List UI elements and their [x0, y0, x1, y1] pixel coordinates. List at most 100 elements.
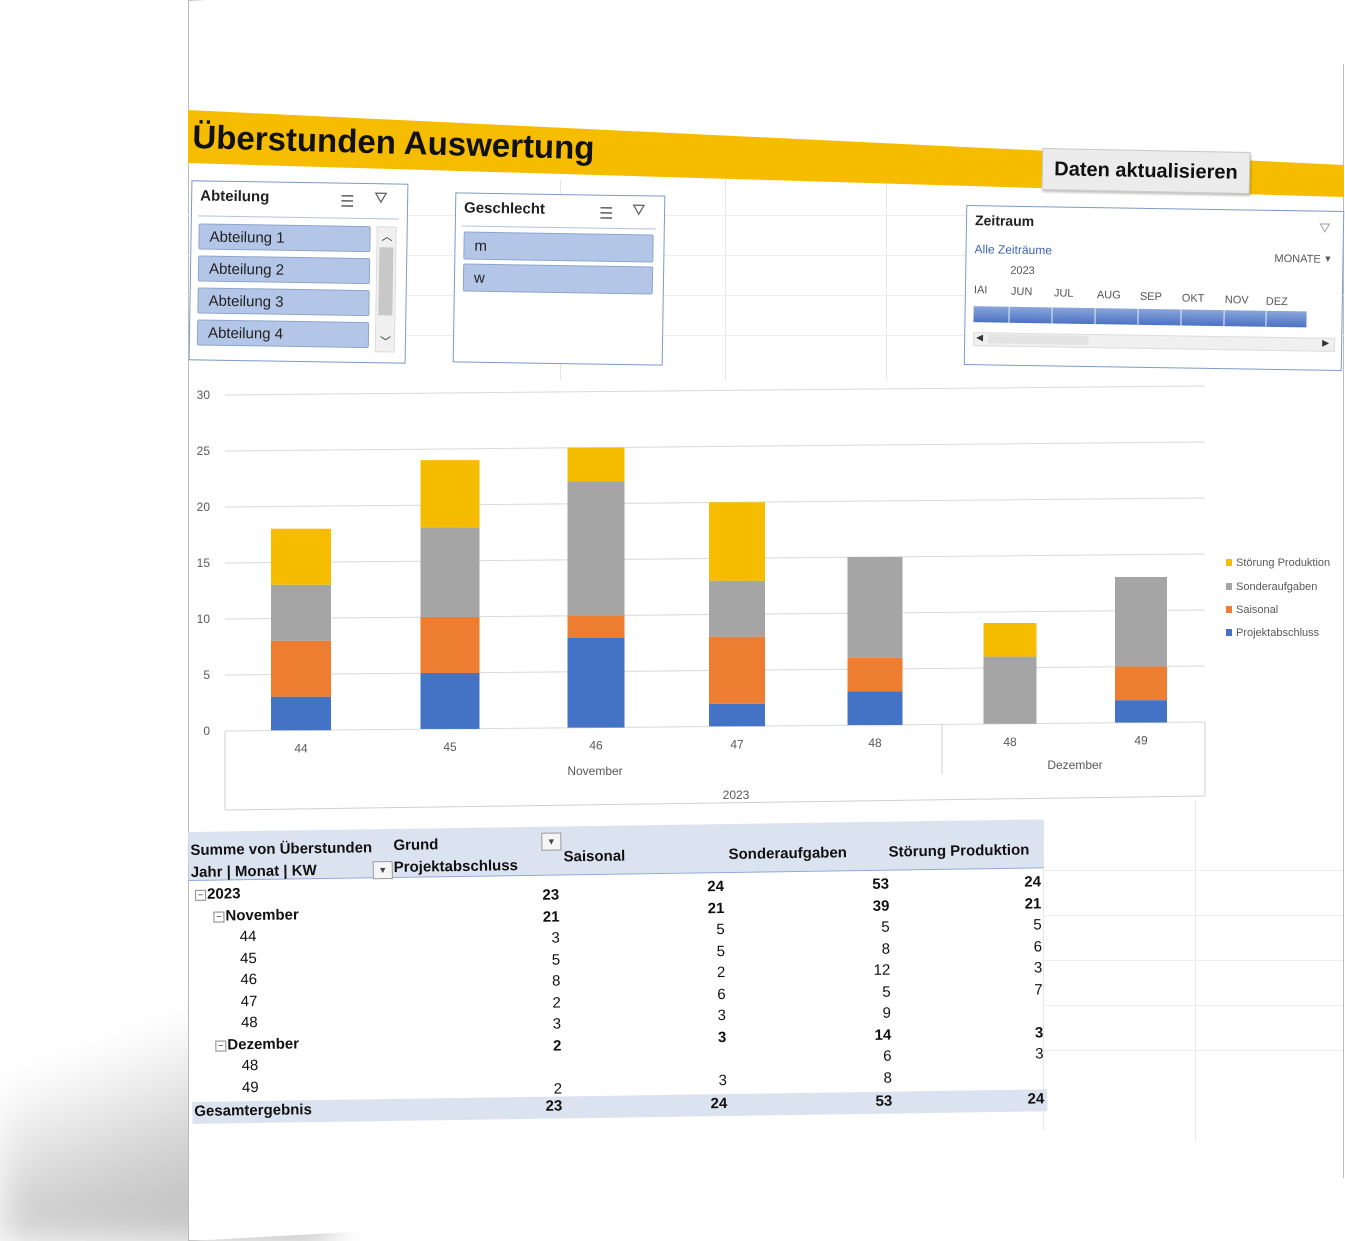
- slicer-item-abteilung-1[interactable]: Abteilung 1: [198, 223, 371, 253]
- chart-bar-segment: [709, 703, 765, 727]
- pivot-total-label: Gesamtergebnis: [194, 1101, 312, 1120]
- legend-entry: Projektabschluss: [1236, 627, 1320, 639]
- timeline-month[interactable]: SEP: [1139, 290, 1162, 304]
- slicer-title: Abteilung: [200, 187, 270, 206]
- slicer-item-abteilung-3[interactable]: Abteilung 3: [197, 287, 370, 317]
- grid-line: [188, 215, 1344, 216]
- pivot-cell: 2: [553, 1079, 563, 1098]
- slicer-item-w[interactable]: w: [462, 263, 654, 295]
- slicer-divider: [461, 225, 656, 230]
- pivot-cell: 24: [707, 878, 725, 896]
- chart-bar-segment: [567, 637, 625, 728]
- pivot-row-label: Dezember: [227, 1034, 300, 1053]
- pivot-row-label: 48: [240, 1013, 258, 1032]
- multi-select-icon[interactable]: ☰: [598, 205, 614, 223]
- timeline-scrollbar[interactable]: ◀ ▶: [973, 332, 1336, 352]
- pivot-cell: 6: [1033, 937, 1043, 955]
- refresh-data-button[interactable]: Daten aktualisieren: [1041, 148, 1251, 194]
- axis-separator: [224, 795, 1206, 811]
- scroll-up-arrow-icon[interactable]: ︿: [381, 231, 393, 244]
- timeline-month[interactable]: AUG: [1096, 289, 1121, 302]
- collapse-toggle-icon[interactable]: −: [215, 1039, 227, 1052]
- pivot-cell: 21: [542, 908, 560, 926]
- pivot-row-field: Jahr | Monat | KW: [190, 862, 317, 881]
- pivot-row-label: 44: [239, 927, 257, 946]
- timeline-month[interactable]: IAI: [973, 284, 988, 297]
- slicer-divider: [197, 215, 399, 220]
- pivot-cell: 5: [716, 921, 725, 939]
- pivot-column-header: Saisonal: [563, 847, 626, 866]
- timeline-selection-bar[interactable]: [973, 306, 1307, 328]
- slicer-title: Geschlecht: [463, 199, 546, 218]
- clear-filter-icon[interactable]: ⛛: [631, 202, 646, 220]
- legend-swatch: [1226, 629, 1232, 636]
- pivot-cell: 5: [881, 918, 890, 936]
- pivot-chart[interactable]: 0 5 10 15 20 25 30 44 45 46 47 48 48 49 November Dezemb…: [188, 378, 1344, 818]
- slicer-item-abteilung-2[interactable]: Abteilung 2: [197, 255, 371, 285]
- y-tick-label: 15: [197, 556, 211, 570]
- scroll-left-arrow-icon[interactable]: ◀: [976, 332, 984, 343]
- legend-swatch: [1226, 583, 1232, 590]
- x-tick-label: 48: [868, 736, 882, 750]
- chevron-down-icon[interactable]: ▼: [1323, 253, 1333, 264]
- x-tick-label: 47: [730, 737, 744, 751]
- chart-bar-segment: [709, 580, 765, 637]
- chart-bar-segment: [1115, 666, 1167, 701]
- timeline-month[interactable]: JUN: [1010, 285, 1033, 299]
- timeline-month[interactable]: DEZ: [1265, 295, 1288, 309]
- slicer-item-abteilung-4[interactable]: Abteilung 4: [196, 319, 370, 349]
- x-tick-label: 48: [1003, 735, 1017, 749]
- scroll-right-arrow-icon[interactable]: ▶: [1322, 337, 1330, 348]
- y-gridline: [224, 385, 1206, 396]
- collapse-toggle-icon[interactable]: −: [213, 910, 225, 923]
- scroll-down-arrow-icon[interactable]: ﹀: [379, 336, 391, 349]
- scroll-thumb[interactable]: [988, 334, 1089, 345]
- pivot-cell: 8: [881, 940, 891, 958]
- collapse-toggle-icon[interactable]: −: [195, 889, 207, 901]
- y-tick-label: 20: [197, 500, 211, 514]
- pivot-row-label: 45: [239, 949, 257, 967]
- pivot-table[interactable]: Summe von Überstunden Grund ▼ Jahr | Mon…: [188, 807, 1053, 1140]
- grid-line: [188, 295, 1344, 296]
- pivot-cell: 3: [717, 1007, 727, 1025]
- multi-select-icon[interactable]: ☰: [339, 193, 355, 211]
- pivot-cell: 6: [717, 985, 726, 1003]
- pivot-cell: 5: [551, 950, 561, 969]
- pivot-column-header: Störung Produktion: [888, 841, 1030, 861]
- slicer-scrollbar[interactable]: ︿ ﹀: [374, 226, 397, 353]
- chart-bar-segment: [1115, 576, 1167, 667]
- column-filter-dropdown[interactable]: ▼: [541, 832, 562, 851]
- pivot-column-field: Grund: [393, 836, 439, 854]
- pivot-cell: 9: [882, 1004, 892, 1022]
- pivot-cell: 21: [707, 899, 725, 917]
- pivot-total-cell: 53: [875, 1092, 893, 1110]
- scroll-thumb[interactable]: [378, 247, 394, 316]
- y-tick-label: 0: [203, 724, 210, 738]
- chart-bar-segment: [983, 622, 1037, 657]
- row-filter-dropdown[interactable]: ▼: [372, 860, 393, 880]
- timeline-month[interactable]: NOV: [1224, 294, 1249, 307]
- timeline-month[interactable]: JUL: [1053, 287, 1074, 300]
- pivot-cell: 3: [1035, 1045, 1044, 1063]
- clear-filter-icon[interactable]: ⛛: [374, 190, 388, 208]
- pivot-row-label: November: [225, 905, 299, 924]
- chart-bar-segment: [709, 636, 765, 704]
- pivot-cell: 8: [551, 972, 561, 990]
- chart-bar-segment: [420, 672, 480, 729]
- slicer-item-m[interactable]: m: [463, 231, 654, 263]
- grid-line: [1043, 960, 1343, 961]
- chart-bar-segment: [420, 527, 480, 617]
- pivot-cell: 39: [872, 897, 890, 915]
- y-tick-label: 30: [197, 388, 211, 402]
- legend-swatch: [1226, 559, 1232, 566]
- pivot-cell: 3: [552, 1015, 562, 1033]
- x-tick-label: 49: [1134, 734, 1148, 748]
- y-tick-label: 25: [197, 444, 211, 458]
- pivot-cell: 7: [1034, 980, 1043, 998]
- pivot-total-cell: 23: [545, 1097, 563, 1115]
- pivot-cell: 14: [874, 1026, 892, 1044]
- timeline-month[interactable]: OKT: [1181, 292, 1205, 305]
- pivot-row-label: 49: [241, 1078, 259, 1096]
- timeline-level-dropdown[interactable]: MONATE: [1274, 252, 1321, 266]
- clear-filter-icon[interactable]: ⛛: [1318, 219, 1331, 236]
